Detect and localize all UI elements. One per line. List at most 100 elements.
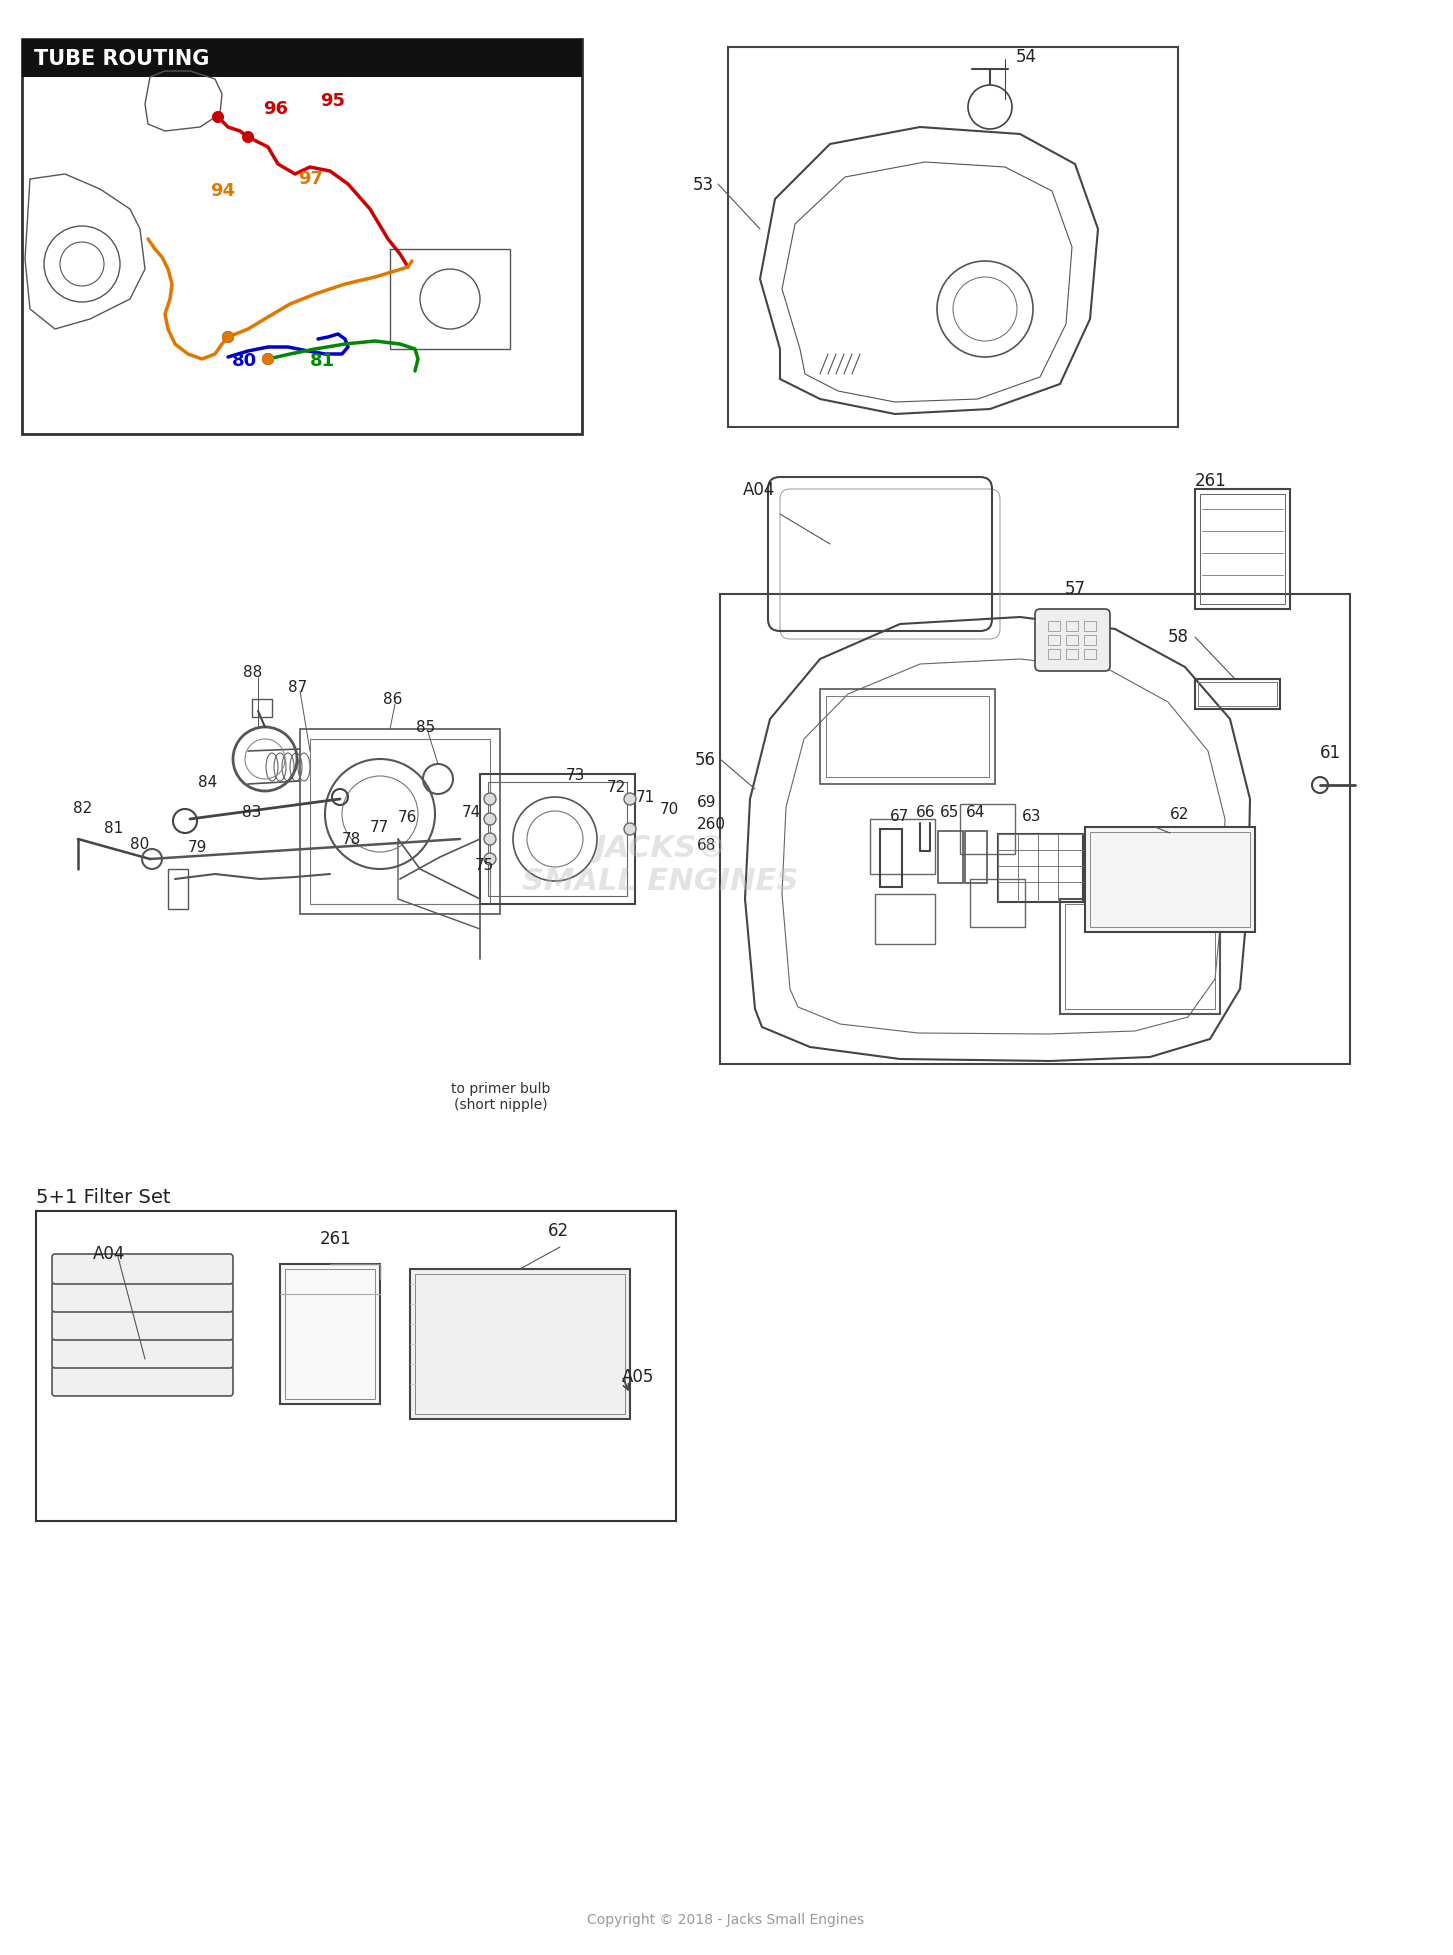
Circle shape: [263, 354, 273, 366]
Circle shape: [623, 794, 636, 805]
Bar: [1085, 827, 1255, 933]
Circle shape: [484, 854, 495, 866]
Bar: [389, 250, 510, 350]
Text: 80: 80: [232, 352, 257, 369]
Bar: [971, 880, 1024, 927]
Bar: [1065, 905, 1215, 1009]
Text: 84: 84: [198, 774, 218, 790]
Bar: [1048, 622, 1061, 631]
FancyBboxPatch shape: [52, 1339, 232, 1368]
Text: 85: 85: [416, 719, 436, 735]
Bar: [488, 782, 628, 897]
FancyBboxPatch shape: [52, 1282, 232, 1312]
Bar: [939, 831, 963, 884]
Text: 87: 87: [288, 680, 307, 694]
Text: A04: A04: [742, 481, 774, 499]
Text: 75: 75: [475, 858, 494, 872]
Bar: [728, 49, 1178, 428]
Text: Copyright © 2018 - Jacks Small Engines: Copyright © 2018 - Jacks Small Engines: [587, 1912, 865, 1926]
Text: 62: 62: [548, 1222, 570, 1239]
Bar: [22, 39, 583, 78]
Text: 94: 94: [211, 182, 235, 199]
Bar: [1061, 899, 1221, 1015]
Text: 69: 69: [697, 794, 716, 809]
Bar: [819, 690, 995, 784]
Text: 78: 78: [341, 831, 362, 847]
Circle shape: [222, 332, 232, 342]
Bar: [1194, 680, 1280, 710]
Text: 95: 95: [320, 92, 344, 109]
Bar: [22, 39, 583, 434]
Text: TUBE ROUTING: TUBE ROUTING: [33, 49, 209, 68]
Circle shape: [263, 354, 273, 366]
Bar: [1067, 622, 1078, 631]
Circle shape: [484, 813, 495, 825]
Circle shape: [214, 113, 222, 123]
Text: 97: 97: [298, 170, 323, 188]
Text: A05: A05: [622, 1367, 654, 1386]
Text: 53: 53: [693, 176, 713, 194]
Bar: [169, 870, 187, 909]
Text: 67: 67: [891, 809, 910, 823]
Text: 58: 58: [1168, 628, 1189, 645]
Circle shape: [222, 332, 232, 342]
Text: 76: 76: [398, 809, 417, 825]
Bar: [1067, 649, 1078, 659]
Text: 56: 56: [695, 751, 716, 768]
Text: 83: 83: [243, 805, 262, 819]
Bar: [998, 835, 1082, 903]
Text: 65: 65: [940, 805, 959, 819]
Text: JACKS©
SMALL ENGINES: JACKS© SMALL ENGINES: [522, 833, 798, 895]
Text: 61: 61: [1319, 743, 1341, 762]
Text: 81: 81: [105, 821, 124, 835]
Text: 66: 66: [915, 805, 936, 819]
Text: 79: 79: [187, 839, 208, 854]
Bar: [881, 829, 902, 888]
Bar: [251, 700, 272, 717]
Text: A04: A04: [93, 1245, 125, 1263]
FancyBboxPatch shape: [1035, 610, 1110, 673]
Circle shape: [484, 833, 495, 847]
Bar: [1067, 635, 1078, 645]
Bar: [1048, 649, 1061, 659]
Bar: [1084, 635, 1096, 645]
Text: 64: 64: [966, 805, 985, 819]
Bar: [410, 1269, 631, 1419]
Circle shape: [243, 133, 253, 143]
Bar: [1048, 635, 1061, 645]
Text: 260: 260: [697, 817, 726, 831]
Bar: [479, 774, 635, 905]
Bar: [309, 739, 490, 905]
Bar: [960, 805, 1016, 854]
Bar: [965, 831, 987, 884]
Text: 77: 77: [371, 819, 389, 835]
Text: 62: 62: [1170, 807, 1190, 821]
Bar: [1194, 491, 1290, 610]
Text: 81: 81: [309, 352, 336, 369]
Text: 70: 70: [660, 802, 679, 817]
Text: 68: 68: [697, 837, 716, 852]
Text: to primer bulb
(short nipple): to primer bulb (short nipple): [452, 1081, 551, 1112]
Bar: [36, 1212, 676, 1521]
Text: 71: 71: [636, 790, 655, 805]
Text: 5+1 Filter Set: 5+1 Filter Set: [36, 1187, 170, 1206]
Text: 80: 80: [129, 837, 150, 852]
FancyBboxPatch shape: [52, 1255, 232, 1284]
Bar: [416, 1275, 625, 1413]
Text: 54: 54: [1016, 49, 1037, 66]
Bar: [825, 696, 989, 778]
Text: 82: 82: [73, 802, 92, 815]
FancyBboxPatch shape: [52, 1367, 232, 1396]
Text: 57: 57: [1065, 581, 1085, 598]
Bar: [875, 895, 934, 944]
Bar: [1199, 682, 1277, 706]
Text: 88: 88: [243, 665, 262, 680]
Text: 261: 261: [1194, 471, 1226, 491]
Bar: [1090, 833, 1250, 927]
Circle shape: [484, 794, 495, 805]
Text: 86: 86: [384, 692, 402, 706]
Bar: [285, 1269, 375, 1400]
Text: 96: 96: [263, 100, 288, 117]
Text: 72: 72: [607, 780, 626, 794]
FancyBboxPatch shape: [52, 1310, 232, 1341]
